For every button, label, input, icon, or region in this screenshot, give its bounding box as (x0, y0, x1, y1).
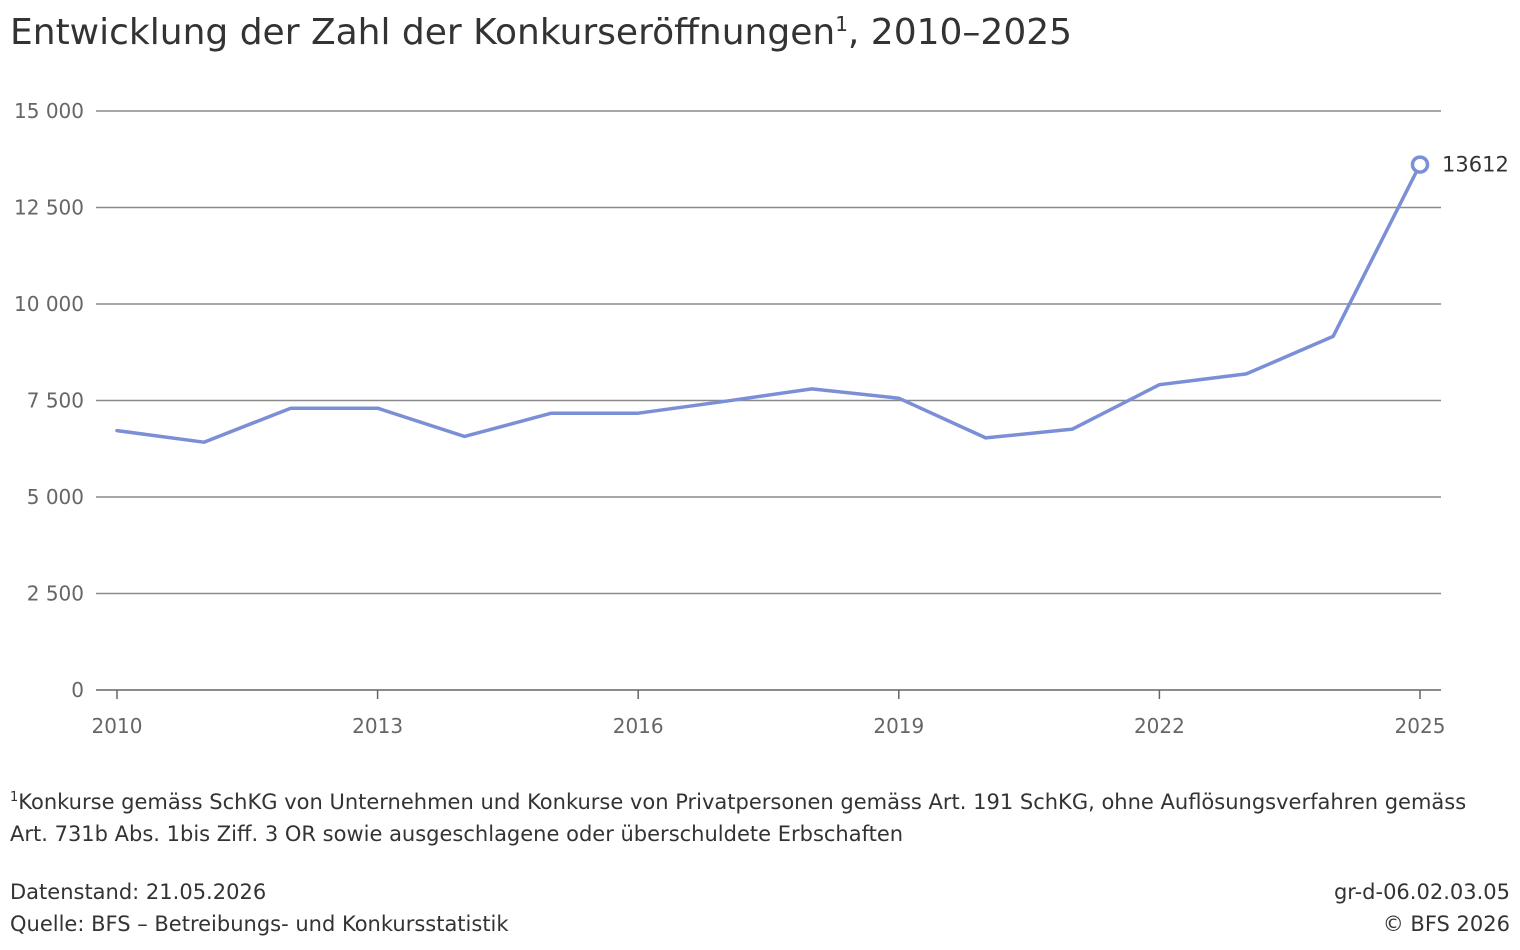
x-tick-label: 2013 (352, 714, 403, 738)
source-text: Quelle: BFS – Betreibungs- und Konkursst… (10, 912, 509, 936)
x-tick-label: 2010 (92, 714, 143, 738)
chart-title-period: , 2010–2025 (847, 12, 1073, 53)
copyright: © BFS 2026 (1382, 912, 1510, 936)
data-point-2025 (1410, 155, 1430, 174)
chart-id-info: gr-d-06.02.03.05 © BFS 2026 (1334, 876, 1510, 940)
x-tick-label: 2025 (1395, 714, 1446, 738)
y-tick-label: 2 500 (27, 582, 84, 606)
source-info: Datenstand: 21.05.2026 Quelle: BFS – Bet… (10, 876, 509, 940)
y-tick-label: 15 000 (14, 99, 84, 123)
data-label-2025: 13612 (1442, 153, 1509, 177)
y-tick-label: 0 (71, 678, 84, 702)
footnote-text: Konkurse gemäss SchKG von Unternehmen un… (10, 790, 1467, 846)
footnote-mark: 1 (10, 790, 19, 805)
chart-title-text: Entwicklung der Zahl der Konkurseröffnun… (10, 12, 836, 53)
x-tick-label: 2019 (873, 714, 924, 738)
y-tick-label: 5 000 (27, 485, 84, 509)
line-chart: 0 2 500 5 000 7 500 10 000 12 500 15 000 2010 20… (14, 99, 1509, 738)
data-status: Datenstand: 21.05.2026 (10, 880, 267, 904)
y-tick-label: 7 500 (27, 389, 84, 413)
x-tick-label: 2016 (613, 714, 664, 738)
chart-title-footnote-mark: 1 (835, 12, 848, 36)
y-tick-label: 12 500 (14, 196, 84, 220)
chart-code: gr-d-06.02.03.05 (1333, 880, 1510, 904)
x-tick-label: 2022 (1134, 714, 1185, 738)
series-line (115, 162, 1422, 444)
chart-title: Entwicklung der Zahl der Konkurseröffnun… (10, 12, 1072, 53)
footnote: 1Konkurse gemäss SchKG von Unternehmen u… (10, 782, 1510, 850)
y-tick-label: 10 000 (14, 292, 84, 316)
